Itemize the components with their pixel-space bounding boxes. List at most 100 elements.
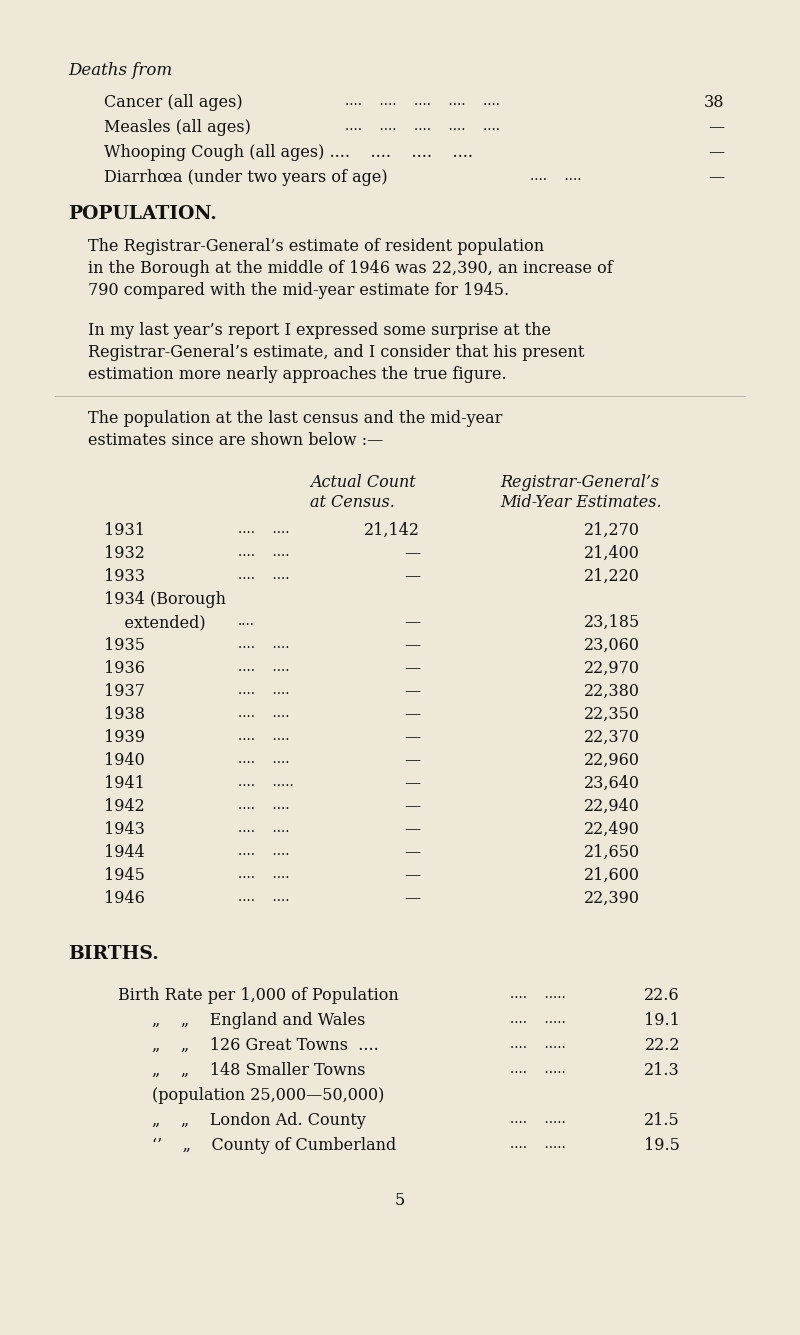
Text: „    „    148 Smaller Towns: „ „ 148 Smaller Towns [152,1063,366,1079]
Text: 790 compared with the mid-year estimate for 1945.: 790 compared with the mid-year estimate … [88,282,509,299]
Text: Diarrhœa (under two years of age): Diarrhœa (under two years of age) [104,170,388,186]
Text: —: — [404,545,420,562]
Text: 21,270: 21,270 [584,522,640,539]
Text: „    „    126 Great Towns  ....: „ „ 126 Great Towns .... [152,1037,378,1055]
Text: —: — [404,776,420,792]
Text: 21.3: 21.3 [644,1063,680,1079]
Text: —: — [404,637,420,654]
Text: 22.2: 22.2 [645,1037,680,1055]
Text: ....    ....    ....    ....    ....: .... .... .... .... .... [345,119,500,134]
Text: 1943: 1943 [104,821,145,838]
Text: 1942: 1942 [104,798,145,814]
Text: The population at the last census and the mid-year: The population at the last census and th… [88,410,502,427]
Text: BIRTHS.: BIRTHS. [68,945,158,963]
Text: ....    ....    ....    ....    ....: .... .... .... .... .... [345,93,500,108]
Text: 21,142: 21,142 [364,522,420,539]
Text: „    „    London Ad. County: „ „ London Ad. County [152,1112,366,1129]
Text: at Census.: at Census. [310,494,395,511]
Text: 21,650: 21,650 [584,844,640,861]
Text: —: — [404,752,420,769]
Text: —: — [404,659,420,677]
Text: —: — [404,614,420,631]
Text: 1934 (Borough: 1934 (Borough [104,591,226,607]
Text: ‘’    „    County of Cumberland: ‘’ „ County of Cumberland [152,1137,396,1153]
Text: 22,970: 22,970 [584,659,640,677]
Text: POPULATION.: POPULATION. [68,206,217,223]
Text: 21,400: 21,400 [584,545,640,562]
Text: ....    ....: .... .... [238,821,290,834]
Text: ....    ....: .... .... [238,522,290,535]
Text: ....    .....: .... ..... [510,1112,566,1125]
Text: 21.5: 21.5 [644,1112,680,1129]
Text: 23,640: 23,640 [584,776,640,792]
Text: 1936: 1936 [104,659,145,677]
Text: Measles (all ages): Measles (all ages) [104,119,251,136]
Text: Birth Rate per 1,000 of Population: Birth Rate per 1,000 of Population [118,987,398,1004]
Text: ....    ....: .... .... [238,637,290,651]
Text: estimation more nearly approaches the true figure.: estimation more nearly approaches the tr… [88,366,506,383]
Text: —: — [404,821,420,838]
Text: ....    ....: .... .... [238,752,290,766]
Text: ....    ....: .... .... [238,890,290,904]
Text: (population 25,000—50,000): (population 25,000—50,000) [152,1087,384,1104]
Text: 1935: 1935 [104,637,145,654]
Text: ....    .....: .... ..... [238,776,294,789]
Text: ....    ....: .... .... [238,706,290,720]
Text: ....    ....: .... .... [238,545,290,559]
Text: 22,380: 22,380 [584,684,640,700]
Text: Deaths from: Deaths from [68,61,172,79]
Text: ....    .....: .... ..... [510,1063,566,1076]
Text: Registrar-General’s estimate, and I consider that his present: Registrar-General’s estimate, and I cons… [88,344,584,360]
Text: ....    .....: .... ..... [510,1012,566,1027]
Text: 1932: 1932 [104,545,145,562]
Text: ....    ....: .... .... [238,729,290,744]
Text: 22,370: 22,370 [584,729,640,746]
Text: 21,600: 21,600 [584,866,640,884]
Text: 22,490: 22,490 [584,821,640,838]
Text: —: — [404,890,420,906]
Text: ....    ....: .... .... [238,798,290,812]
Text: in the Borough at the middle of 1946 was 22,390, an increase of: in the Borough at the middle of 1946 was… [88,260,613,276]
Text: 23,185: 23,185 [584,614,640,631]
Text: 1938: 1938 [104,706,145,724]
Text: extended): extended) [104,614,206,631]
Text: ....    ....: .... .... [530,170,582,183]
Text: In my last year’s report I expressed some surprise at the: In my last year’s report I expressed som… [88,322,551,339]
Text: ....    ....: .... .... [238,567,290,582]
Text: Mid-Year Estimates.: Mid-Year Estimates. [500,494,662,511]
Text: Actual Count: Actual Count [310,474,416,491]
Text: ....    ....: .... .... [238,659,290,674]
Text: Registrar-General’s: Registrar-General’s [500,474,659,491]
Text: 22.6: 22.6 [644,987,680,1004]
Text: 1941: 1941 [104,776,145,792]
Text: —: — [404,798,420,814]
Text: 1933: 1933 [104,567,145,585]
Text: ....    ....: .... .... [238,844,290,858]
Text: 1945: 1945 [104,866,145,884]
Text: —: — [404,729,420,746]
Text: 1946: 1946 [104,890,145,906]
Text: 1944: 1944 [104,844,145,861]
Text: 38: 38 [703,93,724,111]
Text: estimates since are shown below :—: estimates since are shown below :— [88,433,383,449]
Text: Whooping Cough (all ages) ....    ....    ....    ....: Whooping Cough (all ages) .... .... ....… [104,144,473,162]
Text: 21,220: 21,220 [584,567,640,585]
Text: ....    ....: .... .... [238,684,290,697]
Text: 1931: 1931 [104,522,145,539]
Text: „    „    England and Wales: „ „ England and Wales [152,1012,366,1029]
Text: —: — [708,144,724,162]
Text: —: — [404,706,420,724]
Text: 1937: 1937 [104,684,145,700]
Text: ....    ....: .... .... [238,866,290,881]
Text: 22,350: 22,350 [584,706,640,724]
Text: —: — [404,684,420,700]
Text: —: — [404,866,420,884]
Text: 5: 5 [395,1192,405,1210]
Text: 23,060: 23,060 [584,637,640,654]
Text: 19.5: 19.5 [644,1137,680,1153]
Text: 22,940: 22,940 [584,798,640,814]
Text: 1939: 1939 [104,729,145,746]
Text: 22,390: 22,390 [584,890,640,906]
Text: —: — [708,170,724,186]
Text: Cancer (all ages): Cancer (all ages) [104,93,242,111]
